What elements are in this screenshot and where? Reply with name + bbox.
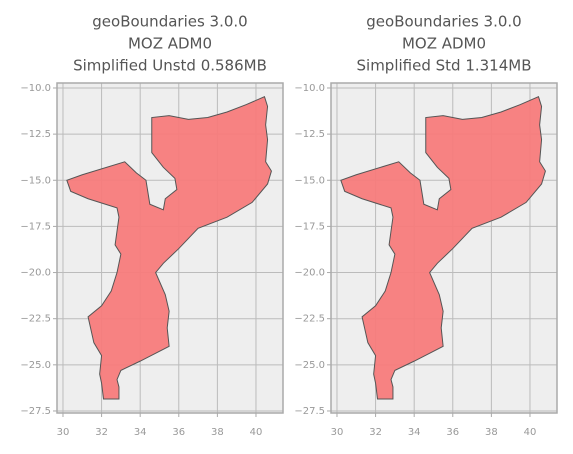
y-tick-label: −27.5 xyxy=(294,406,325,417)
y-tick-label: −27.5 xyxy=(20,406,51,417)
x-tick-label: 40 xyxy=(250,427,263,438)
chart-title: MOZ ADM0 xyxy=(128,35,212,53)
y-tick-label: −10.0 xyxy=(20,83,51,94)
chart-title: Simplified Std 1.314MB xyxy=(357,57,532,75)
y-tick-label: −25.0 xyxy=(20,360,51,371)
y-tick-label: −17.5 xyxy=(20,221,51,232)
y-tick-label: −15.0 xyxy=(294,175,325,186)
y-tick-label: −22.5 xyxy=(294,314,325,325)
y-tick-label: −12.5 xyxy=(294,129,325,140)
y-tick-label: −15.0 xyxy=(20,175,51,186)
y-tick-label: −22.5 xyxy=(20,314,51,325)
chart-title: MOZ ADM0 xyxy=(402,35,486,53)
axes-frame xyxy=(330,82,558,414)
country-shape xyxy=(66,95,272,400)
x-tick-label: 38 xyxy=(211,427,224,438)
country-shape xyxy=(340,95,546,400)
y-tick-label: −10.0 xyxy=(294,83,325,94)
x-tick-label: 30 xyxy=(57,427,70,438)
chart-title: geoBoundaries 3.0.0 xyxy=(366,13,521,31)
x-tick-label: 34 xyxy=(408,427,421,438)
y-tick-label: −20.0 xyxy=(294,268,325,279)
x-tick-label: 36 xyxy=(446,427,459,438)
axes-frame xyxy=(56,82,284,414)
y-tick-label: −25.0 xyxy=(294,360,325,371)
x-tick-label: 32 xyxy=(95,427,108,438)
y-tick-label: −12.5 xyxy=(20,129,51,140)
chart-title: Simplified Unstd 0.586MB xyxy=(73,57,267,75)
x-tick-label: 40 xyxy=(524,427,537,438)
x-tick-label: 34 xyxy=(134,427,147,438)
x-tick-label: 38 xyxy=(485,427,498,438)
chart-title: geoBoundaries 3.0.0 xyxy=(92,13,247,31)
y-tick-label: −20.0 xyxy=(20,268,51,279)
x-tick-label: 36 xyxy=(172,427,185,438)
x-tick-label: 32 xyxy=(369,427,382,438)
y-tick-label: −17.5 xyxy=(294,221,325,232)
x-tick-label: 30 xyxy=(331,427,344,438)
